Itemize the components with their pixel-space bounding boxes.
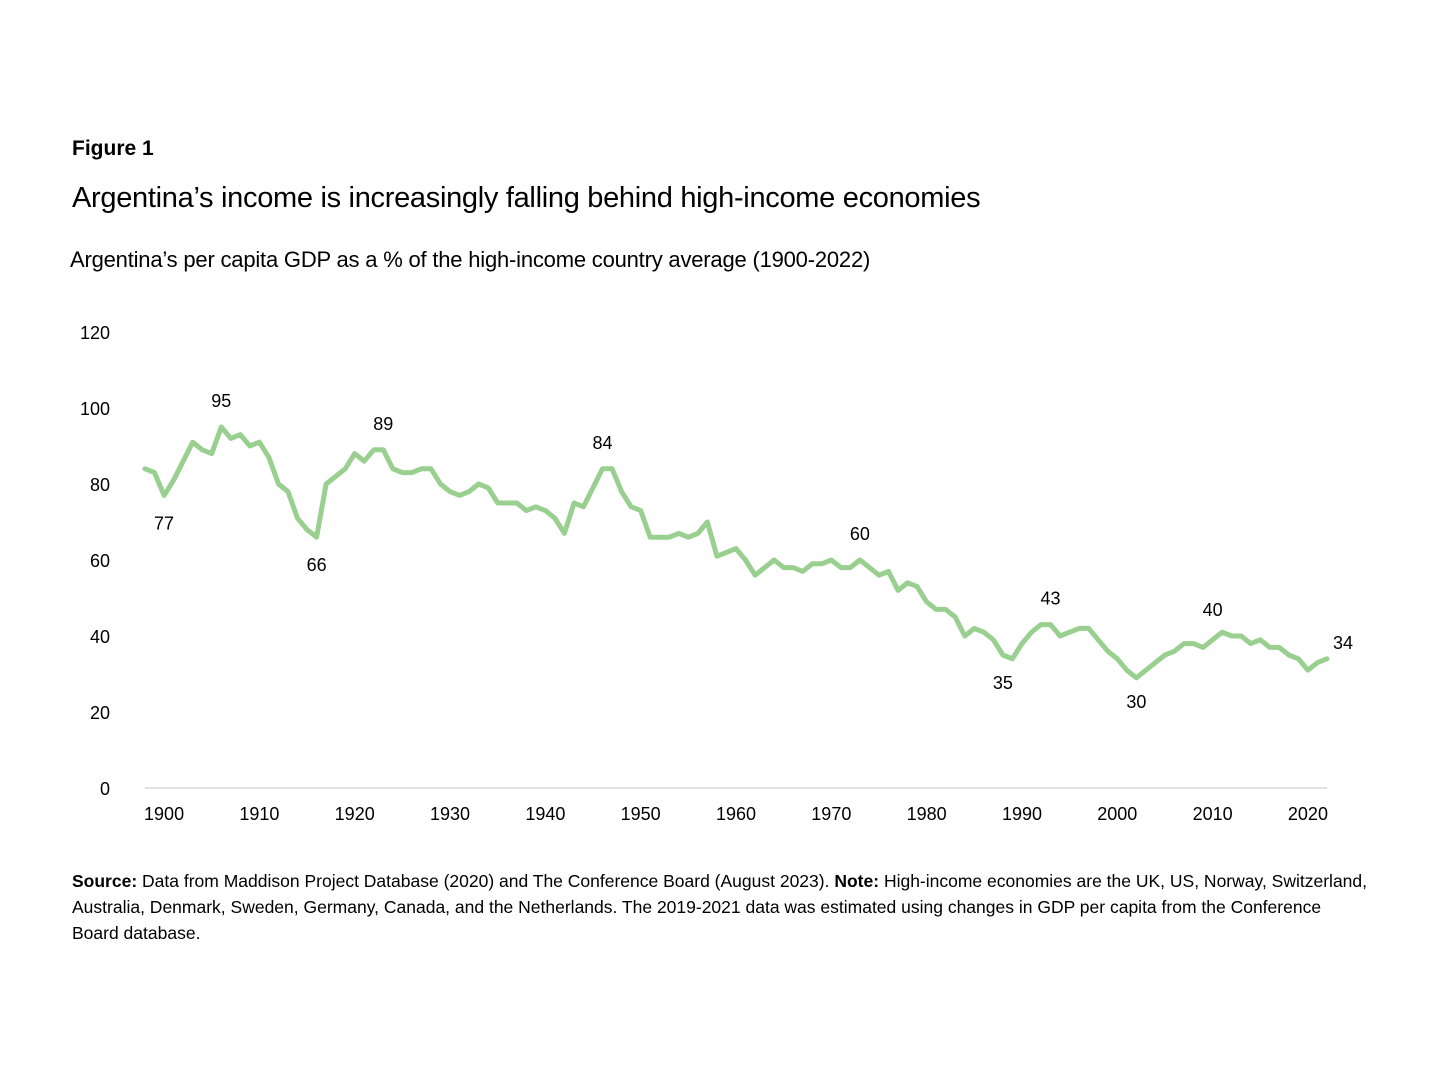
data-label: 43	[1041, 589, 1061, 609]
data-label: 95	[211, 391, 231, 411]
x-tick-label: 2020	[1288, 804, 1328, 824]
x-tick-label: 1980	[907, 804, 947, 824]
y-tick-label: 100	[80, 399, 110, 419]
data-label: 34	[1333, 633, 1353, 653]
x-tick-label: 1910	[239, 804, 279, 824]
x-tick-label: 1940	[525, 804, 565, 824]
chart-subtitle: Argentina’s per capita GDP as a % of the…	[70, 247, 871, 272]
data-label: 84	[593, 433, 613, 453]
x-tick-label: 1970	[811, 804, 851, 824]
y-axis: 0 20 40 60 80 100 120	[80, 323, 110, 799]
data-label: 66	[307, 555, 327, 575]
y-tick-label: 20	[90, 703, 110, 723]
source-text: Data from Maddison Project Database (202…	[142, 871, 830, 891]
x-tick-label: 2010	[1193, 804, 1233, 824]
y-tick-label: 0	[100, 779, 110, 799]
figure-label: Figure 1	[72, 137, 154, 160]
data-label: 77	[154, 513, 174, 533]
note-text: High-income economies are the UK, US, No…	[72, 871, 1367, 943]
x-tick-label: 1900	[144, 804, 184, 824]
y-tick-label: 120	[80, 323, 110, 343]
data-label: 89	[373, 414, 393, 434]
series-layer	[142, 424, 1330, 681]
source-note: Source: Data from Maddison Project Datab…	[72, 868, 1372, 946]
y-tick-label: 60	[90, 551, 110, 571]
data-labels: 77 95 66 89 84 60 35 43 30 40 34	[154, 391, 1353, 712]
line-chart: 0 20 40 60 80 100 120 1900 1910 1920 1930 1940 1950…	[80, 323, 1353, 824]
data-label: 30	[1126, 692, 1146, 712]
x-axis: 1900 1910 1920 1930 1940 1950 1960 1970 1980 1990…	[144, 804, 1328, 824]
x-tick-label: 2000	[1097, 804, 1137, 824]
y-tick-label: 80	[90, 475, 110, 495]
x-tick-label: 1960	[716, 804, 756, 824]
data-label: 35	[993, 673, 1013, 693]
data-label: 40	[1203, 600, 1223, 620]
data-label: 60	[850, 524, 870, 544]
x-tick-label: 1930	[430, 804, 470, 824]
chart-title: Argentina’s income is increasingly falli…	[72, 182, 981, 214]
y-tick-label: 40	[90, 627, 110, 647]
x-tick-label: 1990	[1002, 804, 1042, 824]
series-line	[142, 424, 1330, 681]
note-label: Note:	[834, 871, 880, 891]
x-tick-label: 1950	[621, 804, 661, 824]
source-label: Source:	[72, 871, 138, 891]
x-tick-label: 1920	[335, 804, 375, 824]
